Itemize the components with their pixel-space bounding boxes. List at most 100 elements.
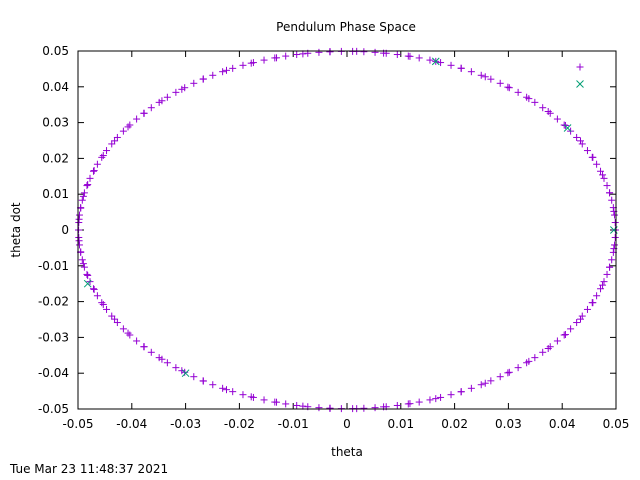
y-tick-label: 0.04 — [42, 80, 69, 94]
data-point — [573, 133, 581, 141]
data-point — [406, 52, 414, 60]
data-point — [315, 404, 323, 412]
data-point — [90, 167, 98, 175]
data-point — [525, 95, 533, 103]
data-point — [219, 68, 227, 76]
x-axis-label: theta — [331, 445, 363, 459]
data-point — [84, 271, 92, 279]
y-tick-label: -0.01 — [38, 259, 69, 273]
data-point — [553, 337, 561, 345]
data-point — [273, 54, 281, 62]
data-point — [124, 329, 132, 337]
data-point — [608, 196, 616, 204]
data-point — [603, 270, 611, 278]
y-tick-label: -0.05 — [38, 402, 69, 416]
data-point — [600, 174, 608, 182]
data-point — [124, 123, 132, 131]
data-point — [86, 174, 94, 182]
data-point — [190, 79, 198, 87]
data-point — [561, 331, 569, 339]
data-point — [158, 97, 166, 105]
data-point — [83, 182, 91, 190]
data-point — [496, 373, 504, 381]
data-point — [553, 115, 561, 123]
data-point — [514, 88, 522, 96]
data-point — [593, 160, 601, 168]
data-points — [75, 47, 619, 413]
data-point — [219, 384, 227, 392]
data-point — [611, 226, 619, 234]
data-point — [504, 369, 512, 377]
data-point — [531, 98, 539, 106]
data-point — [603, 182, 611, 190]
legend-marker-series-2 — [576, 80, 584, 88]
data-point — [496, 79, 504, 87]
data-point — [477, 71, 485, 79]
data-point — [78, 196, 86, 204]
data-point — [282, 52, 290, 60]
data-point — [84, 181, 92, 189]
data-point — [80, 189, 88, 197]
data-point — [247, 393, 255, 401]
legend-marker-series-1 — [576, 63, 584, 71]
data-point — [477, 381, 485, 389]
data-point — [457, 388, 465, 396]
data-point — [415, 398, 423, 406]
data-point — [573, 319, 581, 327]
data-point — [593, 292, 601, 300]
data-point — [589, 299, 597, 307]
data-point — [229, 388, 237, 396]
data-point — [133, 337, 141, 345]
data-point — [437, 59, 445, 67]
data-point — [611, 241, 619, 249]
data-point — [80, 263, 88, 271]
data-point — [147, 348, 155, 356]
y-tick-label: 0 — [61, 223, 69, 237]
data-point — [447, 61, 455, 69]
data-point — [93, 160, 101, 168]
data-point — [393, 401, 401, 409]
data-point — [163, 359, 171, 367]
data-point — [567, 325, 575, 333]
y-axis-label: theta dot — [9, 202, 23, 258]
data-point — [360, 404, 368, 412]
data-point — [111, 137, 119, 145]
data-point — [89, 167, 97, 175]
data-point — [78, 256, 86, 264]
data-point — [432, 395, 440, 403]
data-point — [563, 124, 572, 132]
x-tick-label: 0.02 — [441, 417, 468, 431]
data-point — [406, 400, 414, 408]
data-point — [75, 215, 83, 223]
data-point — [260, 56, 268, 64]
data-point — [360, 48, 368, 56]
data-point — [589, 153, 597, 161]
data-point — [99, 152, 107, 160]
data-point — [79, 192, 87, 200]
data-point — [90, 285, 98, 293]
data-point — [457, 64, 465, 72]
data-point — [371, 48, 379, 56]
data-point — [293, 401, 301, 409]
data-point — [600, 278, 608, 286]
data-point — [525, 357, 533, 365]
data-point — [293, 51, 301, 59]
x-tick-label: 0.05 — [603, 417, 630, 431]
data-point — [481, 379, 489, 387]
y-tick-label: -0.02 — [38, 295, 69, 309]
data-point — [108, 140, 116, 148]
data-point — [315, 48, 323, 56]
data-point — [79, 260, 87, 268]
data-point — [75, 237, 83, 245]
y-tick-label: 0.03 — [42, 116, 69, 130]
y-tick-label: -0.03 — [38, 330, 69, 344]
data-point — [98, 153, 106, 161]
data-point — [273, 398, 281, 406]
data-point — [99, 300, 107, 308]
data-point — [611, 219, 619, 227]
data-point — [178, 85, 186, 93]
data-point — [103, 305, 111, 313]
data-point — [222, 66, 230, 74]
data-point — [437, 393, 445, 401]
